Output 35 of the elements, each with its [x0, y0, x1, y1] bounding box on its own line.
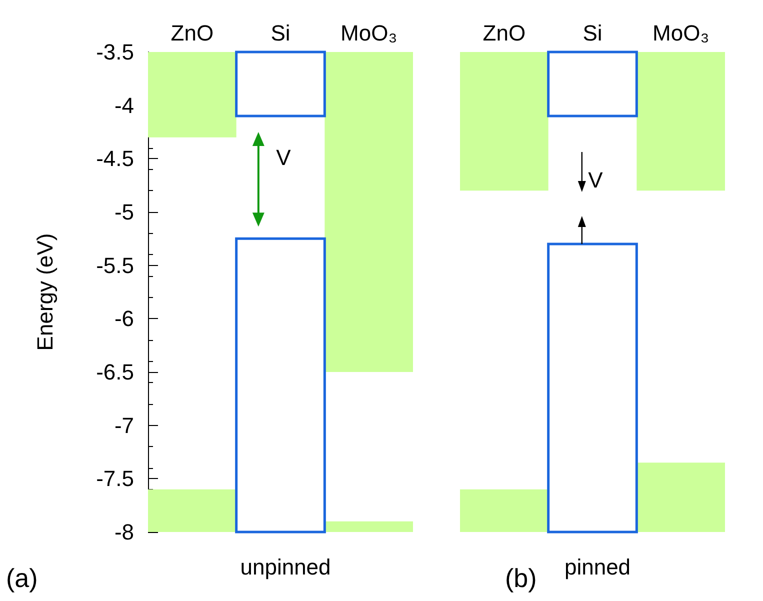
y-axis-title: Energy (eV)	[32, 233, 58, 351]
y-tick-label: -5	[114, 200, 134, 224]
text: (a)	[6, 563, 38, 593]
y-tick-label: -7.5	[96, 466, 134, 492]
annotation: V	[588, 168, 604, 192]
y-tick-label: -8	[114, 520, 134, 544]
y-tick-label: -4	[114, 92, 134, 118]
x-tick-label: ZnO	[482, 20, 526, 46]
y-tick-label: -4.5	[96, 146, 134, 172]
annotation: V	[276, 144, 292, 170]
bar	[148, 489, 236, 532]
bar	[460, 489, 548, 532]
y-tick-label: -6.5	[96, 360, 134, 384]
y-tick-label: -6	[114, 306, 134, 332]
x-tick-label: MoO₃	[340, 20, 398, 46]
x-axis-title: unpinned	[240, 554, 331, 580]
x-axis-title: pinned	[564, 554, 631, 580]
bar	[324, 52, 413, 372]
x-tick-label: MoO₃	[652, 20, 710, 46]
x-tick-label: ZnO	[170, 20, 214, 46]
bar	[636, 462, 725, 532]
y-tick-label: -7	[114, 412, 134, 438]
x-tick-label: Si	[582, 20, 602, 46]
bar	[636, 52, 725, 191]
y-tick-label: -5.5	[96, 252, 134, 278]
x-tick-label: Si	[270, 20, 290, 46]
bar	[324, 521, 413, 532]
bar	[460, 52, 548, 191]
bar	[547, 242, 638, 534]
bar	[148, 52, 236, 138]
bar	[547, 50, 638, 118]
text: (b)	[505, 563, 537, 593]
bar	[235, 50, 326, 118]
bar	[235, 237, 326, 534]
y-tick-label: -3.5	[96, 40, 134, 64]
